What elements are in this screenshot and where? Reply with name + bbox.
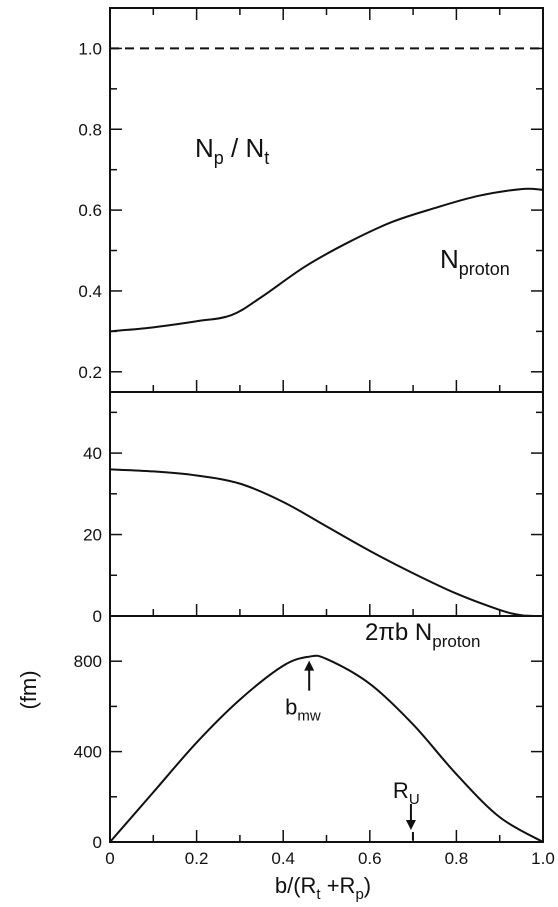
y-tick-label: 0.6 <box>78 201 102 220</box>
y-tick-label: 1.0 <box>78 39 102 58</box>
marker-arrow-head <box>304 660 315 671</box>
x-tick-label: 0.8 <box>445 849 469 868</box>
panel-annotation-bottom: 2πb Nproton​ <box>365 619 480 651</box>
panel-annotation-middle: Nproton​ <box>440 244 510 279</box>
marker-label-ru: RU​ <box>393 778 420 808</box>
panel-annotation-top: Np​ / Nt​ <box>195 133 269 168</box>
y-tick-label: 0.4 <box>78 282 102 301</box>
panels: 0.2 0.4 0.6 0.8 1.0 Np​ / Nt​ 0 20 40 Nproton​ 0 40… <box>74 7 555 868</box>
series-line-top <box>109 187 544 333</box>
y-tick-label: 0 <box>93 607 102 626</box>
y-tick-label: 0.8 <box>78 120 102 139</box>
panel-frame-top <box>109 7 544 393</box>
x-tick-label: 0.4 <box>271 849 295 868</box>
series-line-bottom <box>109 654 544 843</box>
y-tick-label: 40 <box>83 444 102 463</box>
y-tick-label: 0 <box>93 833 102 852</box>
x-axis-label: b/(Rt +Rp) <box>275 873 371 903</box>
marker-arrow-head <box>405 820 416 830</box>
y-tick-label: 20 <box>83 526 102 545</box>
y-axis-label: (fm) <box>16 670 41 709</box>
x-tick-label: 0.2 <box>185 849 209 868</box>
x-tick-label: 1.0 <box>531 849 555 868</box>
y-tick-label: 800 <box>74 652 102 671</box>
y-tick-label: 400 <box>74 743 102 762</box>
panel-frame-middle <box>109 391 544 617</box>
y-tick-label: 0.2 <box>78 363 102 382</box>
series-line-middle <box>109 468 544 617</box>
x-tick-label: 0.6 <box>358 849 382 868</box>
marker-label-bmw: bmw​ <box>285 695 321 725</box>
x-tick-label: 0 <box>105 849 114 868</box>
